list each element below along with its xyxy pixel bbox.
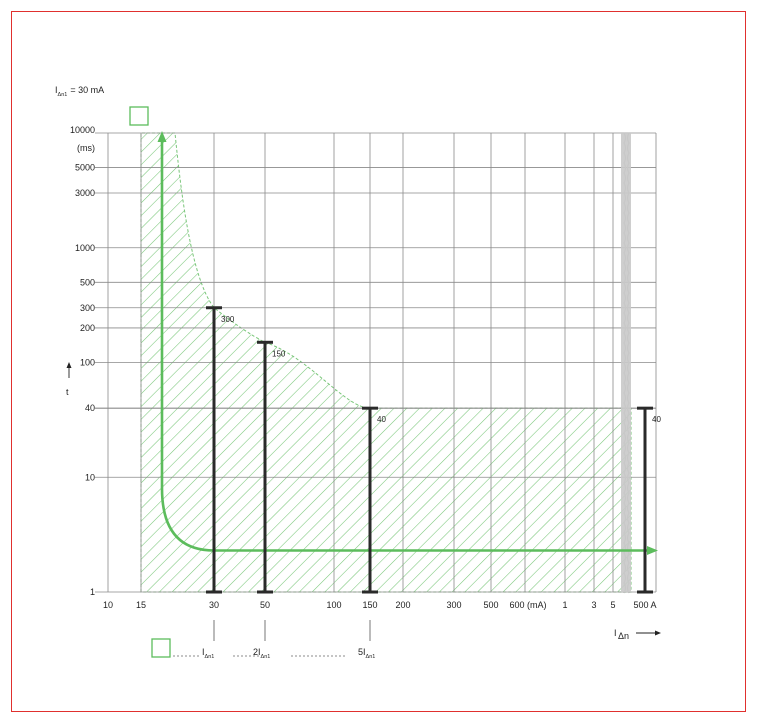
header-subscript: Δn1 [58, 92, 68, 98]
y-axis-label: t [66, 362, 72, 397]
multiple-subscript: Δn1 [366, 654, 376, 660]
curve-arrow-up [157, 131, 167, 142]
y-unit-label: (ms) [77, 143, 95, 153]
multiple-label: IΔn1 [202, 647, 214, 660]
x-tick-10: 10 [103, 600, 113, 610]
curves [157, 131, 658, 555]
y-axis-ticks: 1 10 40 100 200 300 500 1000 3000 5000 10000 [70, 125, 95, 597]
y-tick-1000: 1000 [75, 243, 95, 253]
x-axis-symbol: I [614, 628, 617, 638]
figure-frame [11, 11, 746, 712]
bar-value-label: 40 [377, 415, 386, 424]
bar-value-label: 300 [221, 315, 235, 324]
bars: 300 150 40 40 [206, 306, 661, 594]
x-tick-500: 500 [483, 600, 498, 610]
y-tick-10000: 10000 [70, 125, 95, 135]
y-tick-500: 500 [80, 277, 95, 287]
multiple-label: 5IΔn1 [358, 647, 375, 660]
x-tick-3: 3 [591, 600, 596, 610]
x-tick-1: 1 [562, 600, 567, 610]
x-tick-100: 100 [326, 600, 341, 610]
x-tick-500-a: 500 A [633, 600, 656, 610]
x-tick-30: 30 [209, 600, 219, 610]
multiple-2: 2IΔn1 [253, 620, 270, 660]
x-tick-300: 300 [446, 600, 461, 610]
bar-value-label: 40 [652, 415, 661, 424]
scale-break-band [621, 133, 631, 592]
bar-3: 40 [362, 406, 386, 594]
y-tick-200: 200 [80, 323, 95, 333]
y-tick-10: 10 [85, 472, 95, 482]
x-axis-label: I Δn [614, 628, 661, 641]
bar-value-label: 150 [272, 349, 286, 358]
x-tick-600-ma: 600 (mA) [509, 600, 546, 610]
header-value: = 30 mA [70, 85, 104, 95]
y-tick-100: 100 [80, 358, 95, 368]
characteristic-curve [160, 137, 650, 552]
x-tick-5: 5 [610, 600, 615, 610]
x-tick-200: 200 [395, 600, 410, 610]
multiple-prefix: 2I [253, 647, 261, 657]
multiple-prefix: I [202, 647, 205, 657]
multiple-subscript: Δn1 [261, 654, 271, 660]
current-multiples: IΔn1 2IΔn1 5IΔn1 [173, 620, 375, 660]
x-tick-50: 50 [260, 600, 270, 610]
x-axis-subscript: Δn [618, 631, 629, 641]
y-tick-5000: 5000 [75, 163, 95, 173]
header-symbol: I [55, 85, 58, 95]
tripping-boundary [140, 132, 632, 593]
y-tick-40: 40 [85, 403, 95, 413]
y-axis-symbol: t [66, 387, 69, 397]
bar-1: 300 [206, 306, 235, 594]
y-tick-1: 1 [90, 587, 95, 597]
rated-current-header: IΔn1 = 30 mA [55, 85, 104, 98]
legend-box-bottom [151, 638, 171, 658]
x-tick-150: 150 [362, 600, 377, 610]
multiple-1: IΔn1 [202, 620, 215, 660]
x-axis-ticks: 10 15 30 50 100 150 200 300 500 600 (mA) 1 3 5 500 A [103, 600, 657, 610]
bar-2: 150 [257, 340, 286, 594]
multiple-label: 2IΔn1 [253, 647, 270, 660]
x-tick-15: 15 [136, 600, 146, 610]
bar-4: 40 [637, 406, 661, 594]
multiple-prefix: 5I [358, 647, 366, 657]
y-tick-3000: 3000 [75, 188, 95, 198]
multiple-3: 5IΔn1 [358, 620, 375, 660]
y-tick-300: 300 [80, 303, 95, 313]
legend-box-top [129, 106, 149, 126]
curve-arrow-right [647, 545, 658, 555]
multiple-subscript: Δn1 [205, 654, 215, 660]
